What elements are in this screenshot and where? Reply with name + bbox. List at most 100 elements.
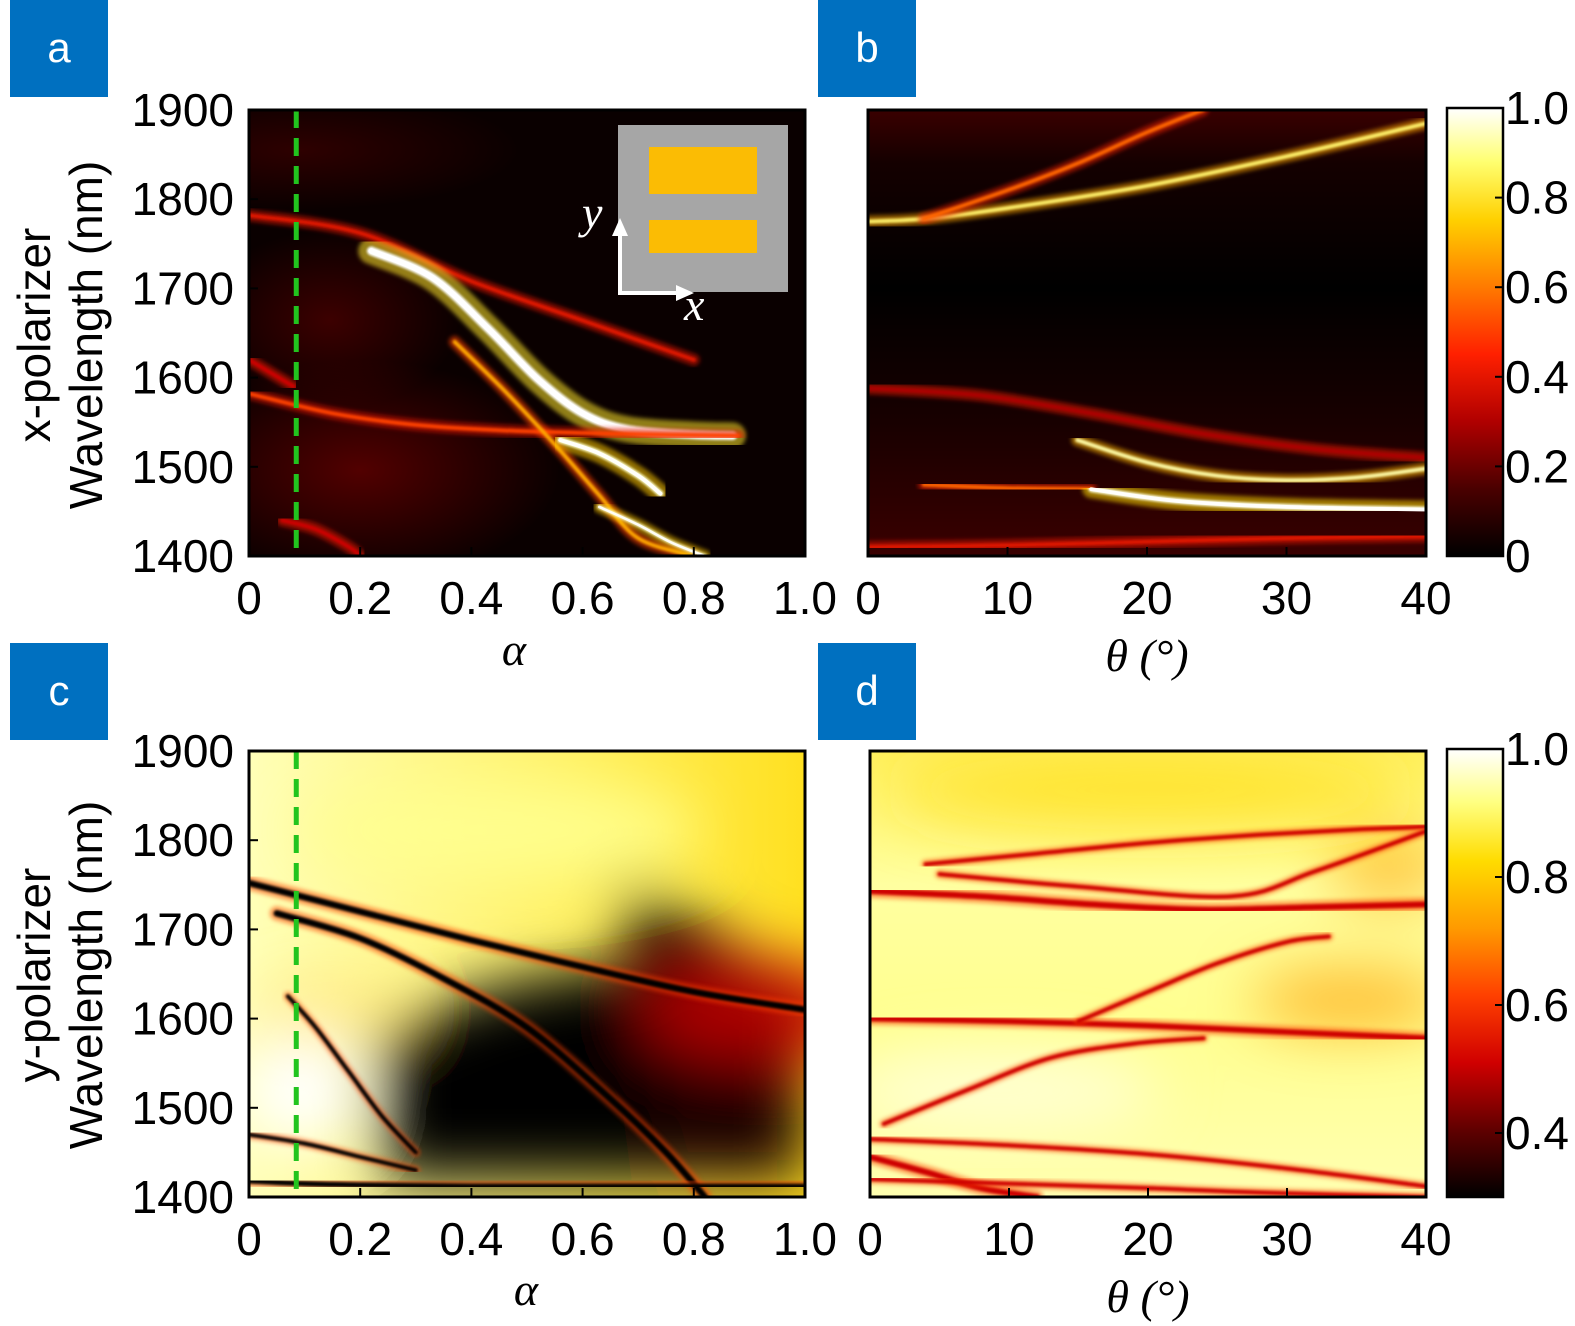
panel-b-band-3 [1075,438,1426,483]
inset-x-arrowhead-icon [676,285,694,301]
colorbar-bottom-ticks: 1.0 0.8 0.6 0.4 [1495,723,1569,1159]
panel-c-y-tick-label: 1500 [132,1082,234,1134]
colorbar-d-tick-label: 0.6 [1505,979,1569,1031]
colorbar-bottom [1445,747,1505,1199]
colorbar-d-tick-label: 1.0 [1505,723,1569,775]
panel-b-x-tick-label: 30 [1261,572,1312,624]
panel-d-band-3 [937,829,1426,899]
panel-a-y-tick-label: 1500 [132,441,234,493]
panel-c-x-tick-label: 0.4 [439,1213,503,1265]
panel-b-x-tick-label: 40 [1400,572,1451,624]
panel-a-y-axis-label-line2: Wavelength (nm) [60,161,112,510]
panel-b-ticks: 0 10 20 30 40 [855,547,1452,624]
panel-d-x-tick-label: 0 [857,1213,883,1265]
panel-d-x-tick-label: 20 [1122,1213,1173,1265]
panel-a-frame [247,108,807,558]
panel-b-bands [868,110,1426,554]
panel-c-x-tick-label: 0 [236,1213,262,1265]
panel-c-y-tick-label: 1800 [132,814,234,866]
polarizer-inset: y x [578,125,788,330]
panel-a-x-tick-label: 0.6 [551,572,615,624]
panel-d-band-6 [870,1137,1426,1189]
panel-b-band-4 [921,482,1094,492]
panel-c-band-0 [249,879,805,1013]
panel-d-x-tick-label: 30 [1261,1213,1312,1265]
panel-b-x-tick-label: 10 [982,572,1033,624]
panel-d-x-tick-label: 10 [983,1213,1034,1265]
panel-c-y-axis-label-line1: y-polarizer [8,868,60,1083]
colorbar-d-tick-label: 0.8 [1505,851,1569,903]
panel-a-band-3 [452,339,696,556]
panel-b-x-tick-label: 20 [1121,572,1172,624]
panel-d-heatmap-background [870,751,1426,1197]
inset-bar-top [649,147,757,194]
panel-b-band-5-highlight [1089,487,1426,512]
panel-c-x-axis-label: α [514,1264,539,1315]
panel-d-band-5 [881,1036,1206,1126]
panel-d-band-2 [923,824,1426,867]
inset-bar-bottom [649,220,757,253]
panel-c-frame [247,749,807,1199]
badge-c: c [10,643,108,740]
panel-d-band-0 [870,888,1426,913]
panel-b-band-2 [868,386,1426,460]
inset-y-arrowhead-icon [612,218,628,236]
panel-a-ticks: 0 0.2 0.4 0.6 0.8 1.0 1900 1800 1700 1600 1500 1400 [132,84,837,624]
panel-a-band-0 [249,213,696,362]
panel-c-x-tick-label: 0.2 [328,1213,392,1265]
colorbar-b-tick-label: 0.6 [1505,261,1569,313]
panel-a-bands [249,209,746,556]
panel-a-band-7 [280,518,363,556]
panel-c-bands [249,875,805,1197]
badge-b: b [818,0,916,97]
panel-c-y-tick-label: 1900 [132,725,234,777]
colorbar-top [1445,106,1505,558]
panel-c-y-axis-label-line2: Wavelength (nm) [60,801,112,1150]
panel-b-band-6 [868,534,1426,550]
panel-a-band-6 [249,357,296,389]
panel-a-y-tick-label: 1400 [132,530,234,582]
panel-c-y-tick-label: 1400 [132,1171,234,1223]
panel-c-ticks: 0 0.2 0.4 0.6 0.8 1.0 1900 1800 1700 1600 1500 1400 [132,725,837,1265]
colorbar-b-tick-label: 0 [1505,530,1531,582]
panel-c-band-4 [249,1178,805,1189]
panel-d-band-4 [1076,934,1331,1024]
panel-a-band-2 [249,391,741,438]
colorbar-b-tick-label: 0.8 [1505,172,1569,224]
panel-c-band-3 [249,1132,418,1173]
panel-a-x-axis-label: α [502,624,527,675]
panel-d-x-tick-label: 40 [1400,1213,1451,1265]
panel-c-heatmap-background [249,751,805,1197]
panel-c-y-tick-label: 1700 [132,903,234,955]
badge-d-label: d [855,667,878,714]
panel-a-y-axis-label-line1: x-polarizer [8,228,60,443]
panel-a-y-tick-label: 1700 [132,262,234,314]
panel-a-band-5-highlight [598,505,707,556]
panel-a-x-tick-label: 1.0 [773,572,837,624]
panel-b-x-axis-label: θ (°) [1105,630,1188,681]
panel-a-y-tick-label: 1800 [132,173,234,225]
panel-b-x-tick-label: 0 [855,572,881,624]
panel-d-band-1 [870,1015,1426,1041]
panel-a-x-tick-label: 0.8 [662,572,726,624]
colorbar-top-ticks: 1.0 0.8 0.6 0.4 0.2 0 [1495,82,1569,582]
panel-a-x-tick-label: 0.2 [328,572,392,624]
panel-a-y-tick-label: 1900 [132,84,234,136]
colorbar-b-tick-label: 1.0 [1505,82,1569,134]
panel-d-x-axis-label: θ (°) [1106,1271,1189,1322]
panel-c-x-tick-label: 1.0 [773,1213,837,1265]
badge-c-label: c [49,667,70,714]
inset-y-label: y [578,187,603,238]
colorbar-b-tick-label: 0.2 [1505,440,1569,492]
badge-b-label: b [855,24,878,71]
badge-a-label: a [47,24,71,71]
badge-d: d [818,643,916,740]
inset-x-label: x [683,279,705,330]
colorbar-b-tick-label: 0.4 [1505,351,1569,403]
panel-c-x-tick-label: 0.6 [551,1213,615,1265]
panel-a-band-4-highlight [558,438,663,496]
panel-c-band-1 [273,910,709,1197]
badge-a: a [10,0,108,97]
panel-a-y-tick-label: 1600 [132,352,234,404]
